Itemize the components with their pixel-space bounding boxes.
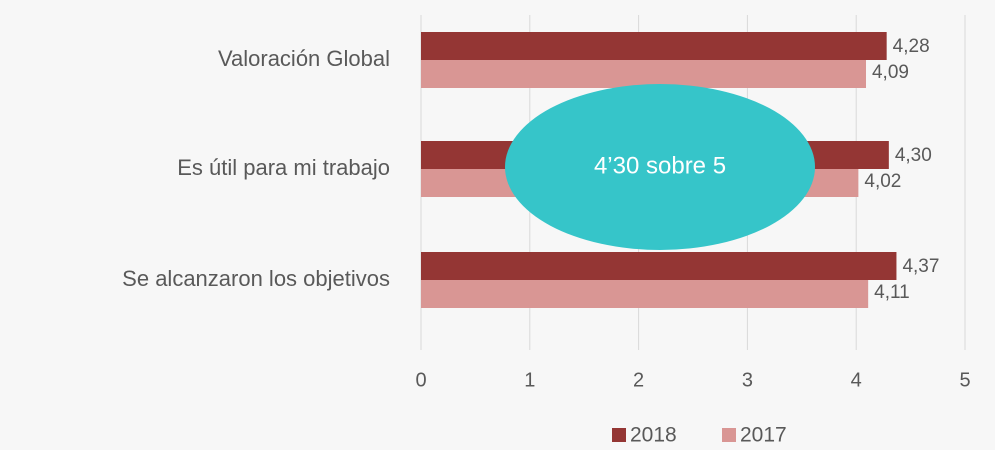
legend-swatch bbox=[612, 428, 626, 442]
legend-swatch bbox=[722, 428, 736, 442]
x-tick-label: 2 bbox=[633, 369, 644, 391]
value-label: 4,11 bbox=[874, 282, 910, 303]
x-tick-label: 0 bbox=[415, 369, 426, 391]
legend-label: 2018 bbox=[630, 424, 677, 447]
value-label: 4,28 bbox=[893, 36, 930, 57]
annotation-ellipse bbox=[505, 84, 815, 250]
bar bbox=[421, 32, 887, 60]
value-label: 4,30 bbox=[895, 145, 932, 166]
x-tick-label: 3 bbox=[742, 369, 753, 391]
category-label: Valoración Global bbox=[218, 46, 390, 71]
legend-label: 2017 bbox=[740, 424, 787, 447]
x-tick-label: 4 bbox=[851, 369, 862, 391]
bar bbox=[421, 280, 869, 308]
value-label: 4,09 bbox=[872, 62, 909, 83]
category-label: Es útil para mi trabajo bbox=[177, 155, 390, 180]
value-label: 4,37 bbox=[902, 256, 939, 277]
x-tick-label: 1 bbox=[524, 369, 535, 391]
bar bbox=[421, 252, 897, 280]
bar bbox=[421, 60, 866, 88]
category-label: Se alcanzaron los objetivos bbox=[122, 266, 390, 291]
annotation: 4’30 sobre 5 bbox=[594, 152, 726, 179]
x-tick-label: 5 bbox=[959, 369, 970, 391]
value-label: 4,02 bbox=[864, 171, 901, 192]
